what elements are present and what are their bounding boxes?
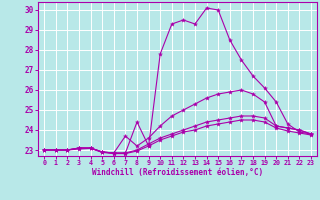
X-axis label: Windchill (Refroidissement éolien,°C): Windchill (Refroidissement éolien,°C): [92, 168, 263, 177]
